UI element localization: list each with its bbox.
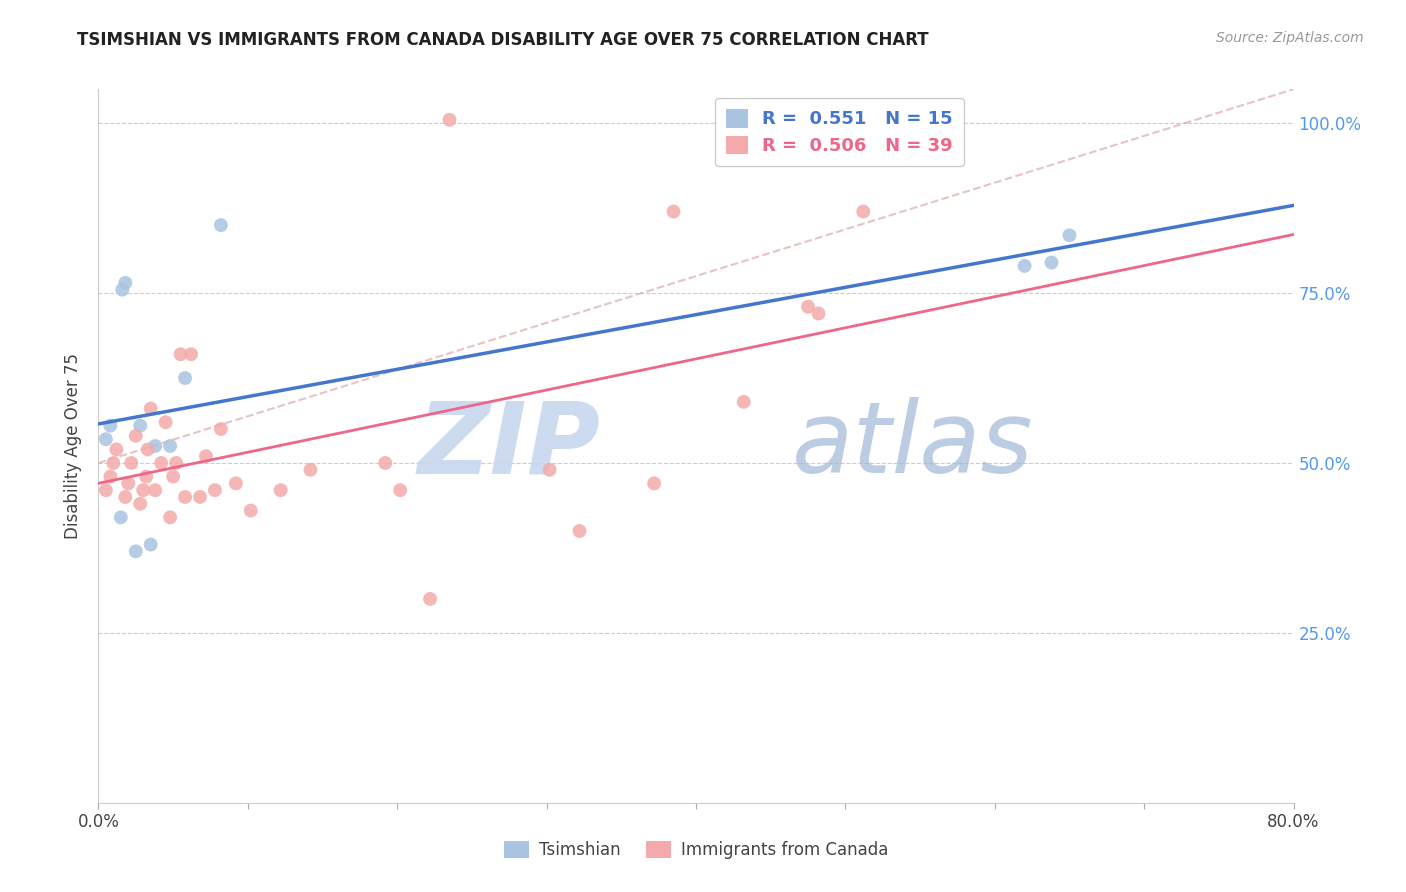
Point (209, 422, 232, 436)
Point (204, 483, 226, 498)
Point (662, 204, 685, 219)
Point (136, 442, 159, 457)
Point (195, 449, 218, 463)
Point (94, 483, 117, 498)
Point (103, 456, 125, 470)
Point (159, 510, 181, 524)
Point (174, 490, 197, 504)
Point (143, 439, 166, 453)
Point (162, 469, 184, 483)
Point (1040, 255, 1063, 269)
Point (643, 476, 665, 491)
Text: Source: ZipAtlas.com: Source: ZipAtlas.com (1216, 31, 1364, 45)
Point (169, 347, 191, 361)
Point (150, 456, 173, 470)
Point (270, 483, 292, 498)
Point (538, 463, 561, 477)
Point (225, 476, 247, 491)
Point (209, 218, 232, 232)
Point (797, 300, 820, 314)
Point (114, 276, 136, 290)
Point (159, 439, 181, 453)
Y-axis label: Disability Age Over 75: Disability Age Over 75 (65, 353, 83, 539)
Point (374, 456, 396, 470)
Point (111, 283, 134, 297)
Legend: Tsimshian, Immigrants from Canada: Tsimshian, Immigrants from Canada (498, 834, 894, 866)
Point (98, 418, 122, 433)
Point (120, 456, 142, 470)
Point (117, 476, 139, 491)
Point (114, 490, 136, 504)
Point (155, 415, 177, 429)
Point (110, 510, 132, 524)
Point (439, 112, 461, 127)
Point (129, 497, 152, 511)
Point (1059, 228, 1081, 243)
Point (132, 483, 155, 498)
Point (852, 204, 875, 219)
Point (180, 347, 202, 361)
Point (188, 490, 211, 504)
Point (94, 432, 117, 446)
Point (733, 394, 755, 409)
Point (299, 463, 322, 477)
Point (239, 503, 262, 517)
Text: TSIMSHIAN VS IMMIGRANTS FROM CANADA DISABILITY AGE OVER 75 CORRELATION CHART: TSIMSHIAN VS IMMIGRANTS FROM CANADA DISA… (77, 31, 929, 49)
Point (129, 418, 152, 433)
Point (135, 469, 157, 483)
Point (143, 483, 166, 498)
Point (568, 524, 591, 538)
Point (98, 469, 122, 483)
Point (389, 483, 412, 498)
Text: ZIP: ZIP (418, 398, 600, 494)
Point (125, 544, 148, 558)
Point (139, 537, 162, 551)
Point (105, 442, 128, 457)
Point (139, 401, 162, 416)
Point (125, 429, 148, 443)
Point (807, 306, 830, 320)
Point (165, 456, 187, 470)
Text: atlas: atlas (792, 398, 1033, 494)
Point (1014, 259, 1036, 273)
Point (174, 371, 197, 385)
Point (419, 591, 441, 606)
